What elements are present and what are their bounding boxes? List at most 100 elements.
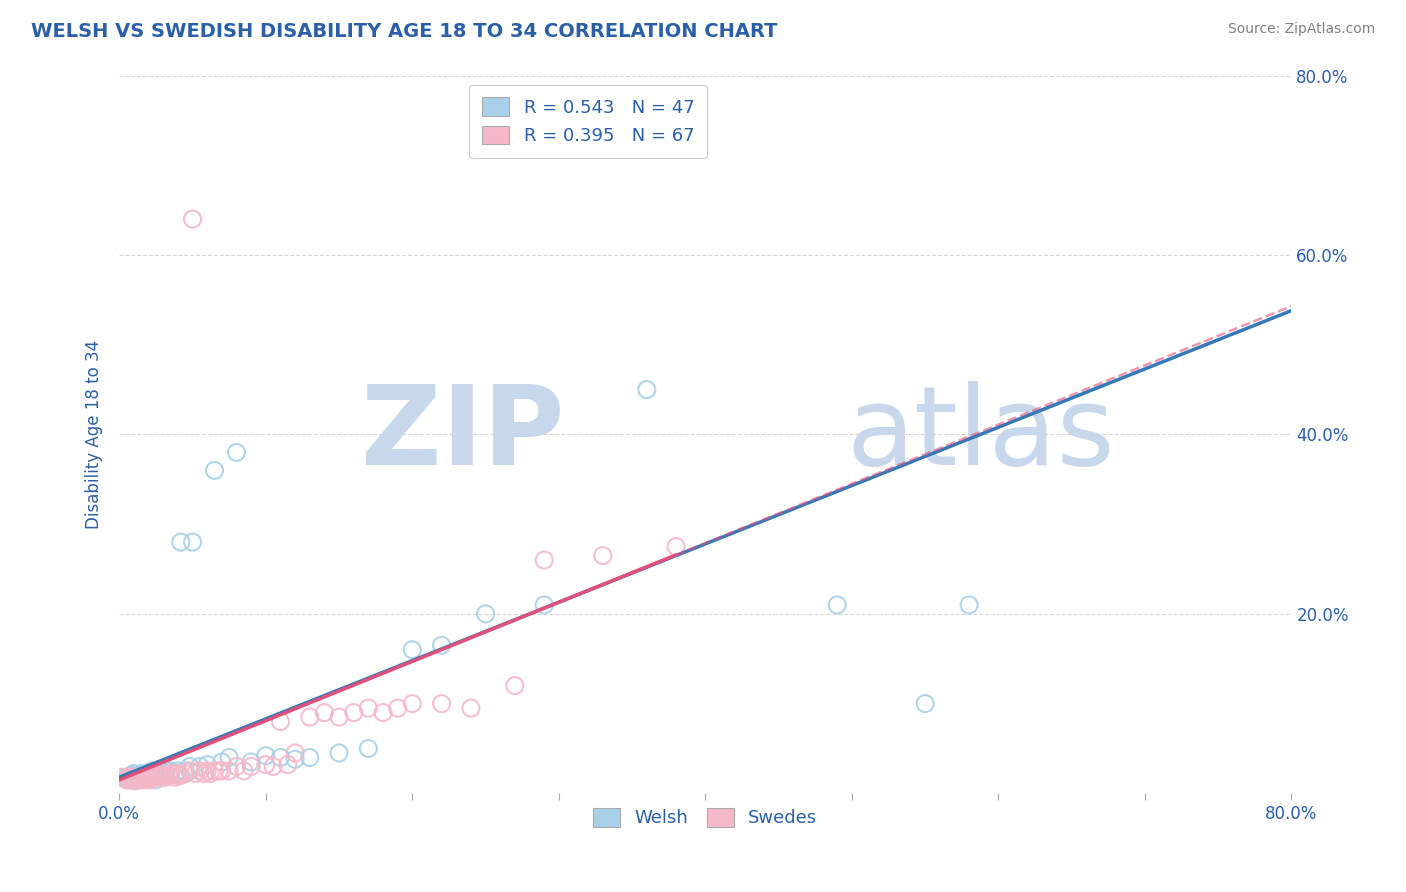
Point (152, 766, 174, 780)
Point (357, 741, 380, 756)
Point (115, 770, 138, 784)
Point (127, 768, 149, 782)
Point (122, 770, 145, 784)
Point (138, 772, 160, 787)
Point (125, 772, 148, 787)
Point (179, 759, 201, 773)
Point (225, 445, 247, 459)
Point (225, 759, 247, 773)
Point (135, 772, 157, 786)
Point (152, 770, 174, 784)
Point (120, 772, 142, 786)
Point (135, 768, 157, 782)
Point (636, 383, 658, 397)
Point (188, 764, 211, 778)
Point (262, 759, 284, 773)
Point (145, 772, 167, 787)
Point (132, 772, 155, 787)
Point (167, 764, 190, 778)
Point (343, 706, 366, 720)
Point (401, 642, 423, 657)
Point (127, 772, 149, 787)
Point (129, 766, 152, 780)
Point (179, 764, 201, 778)
Point (218, 764, 240, 778)
Point (269, 750, 291, 764)
Point (240, 759, 263, 773)
Point (460, 701, 482, 715)
Point (211, 755, 233, 769)
Point (159, 766, 181, 780)
Point (254, 757, 277, 772)
Point (118, 772, 141, 787)
Text: ZIP: ZIP (361, 381, 565, 488)
Point (277, 757, 299, 772)
Point (152, 768, 174, 782)
Point (141, 764, 163, 778)
Point (129, 770, 152, 784)
Point (155, 770, 177, 784)
Point (149, 768, 172, 782)
Y-axis label: Disability Age 18 to 34: Disability Age 18 to 34 (86, 340, 103, 529)
Point (138, 770, 160, 784)
Point (314, 706, 336, 720)
Point (254, 748, 277, 763)
Point (533, 598, 555, 612)
Point (174, 766, 197, 780)
Point (155, 764, 177, 778)
Point (914, 697, 936, 711)
Point (122, 766, 145, 780)
Point (181, 212, 204, 227)
Point (232, 764, 254, 778)
Point (298, 710, 321, 724)
Point (121, 770, 143, 784)
Point (159, 768, 181, 782)
Point (328, 710, 350, 724)
Point (503, 679, 526, 693)
Point (430, 697, 453, 711)
Point (284, 746, 307, 760)
Point (145, 770, 167, 784)
Point (125, 770, 148, 784)
Point (193, 766, 215, 780)
Point (141, 772, 163, 786)
Point (167, 768, 190, 782)
Point (170, 535, 193, 549)
Point (129, 772, 152, 786)
Point (195, 764, 218, 778)
Point (149, 770, 172, 784)
Point (825, 598, 848, 612)
Point (120, 768, 142, 782)
Point (269, 714, 291, 729)
Point (132, 770, 155, 784)
Point (170, 768, 193, 782)
Point (665, 540, 688, 554)
Point (208, 764, 231, 778)
Point (401, 697, 423, 711)
Point (167, 766, 190, 780)
Point (474, 607, 496, 621)
Text: WELSH VS SWEDISH DISABILITY AGE 18 TO 34 CORRELATION CHART: WELSH VS SWEDISH DISABILITY AGE 18 TO 34… (31, 22, 778, 41)
Point (141, 768, 163, 782)
Point (184, 766, 207, 780)
Point (145, 768, 167, 782)
Point (284, 752, 307, 766)
Point (204, 463, 226, 477)
Point (211, 764, 233, 778)
Point (138, 770, 160, 784)
Point (159, 764, 181, 778)
Point (135, 770, 157, 784)
Text: atlas: atlas (846, 381, 1115, 488)
Point (533, 553, 555, 567)
Point (430, 638, 453, 652)
Point (145, 766, 167, 780)
Point (188, 759, 211, 773)
Point (111, 770, 134, 784)
Point (163, 766, 186, 780)
Point (957, 598, 980, 612)
Point (149, 764, 172, 778)
Point (195, 757, 218, 772)
Point (204, 764, 226, 778)
Point (117, 770, 139, 784)
Point (152, 770, 174, 784)
